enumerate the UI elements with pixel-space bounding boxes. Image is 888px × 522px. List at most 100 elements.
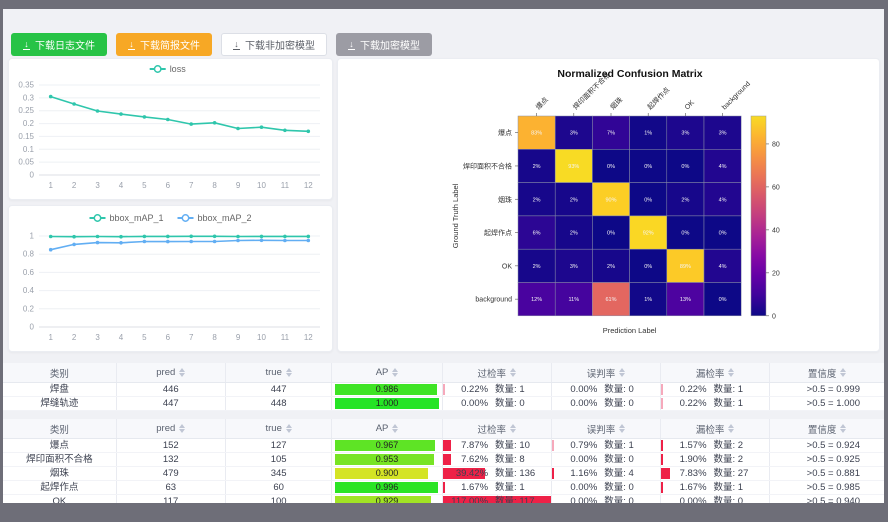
button-label: 下载非加密模型: [245, 41, 315, 52]
matrix-cell: [592, 115, 630, 150]
svg-text:1%: 1%: [644, 297, 652, 303]
header-true[interactable]: true: [226, 419, 333, 438]
sort-icon[interactable]: [619, 424, 626, 433]
ap-bar-wrap: 0.967: [335, 440, 438, 451]
ap-bar-wrap: 0.953: [335, 454, 438, 465]
header-misjudge-rate[interactable]: 误判率: [552, 363, 662, 382]
matrix-cell: [517, 248, 556, 283]
ap-bar: [335, 384, 438, 395]
miss-rate-cell: 7.83% 数量: 27: [661, 467, 771, 480]
table-header-row: 类别 pred true AP 过检率 误判率 漏检率 置信度: [3, 419, 884, 439]
svg-text:40: 40: [772, 227, 780, 234]
matrix-row-label: 焊印面积不合格: [463, 161, 512, 170]
series-line-loss: [50, 95, 309, 133]
sort-icon[interactable]: [509, 424, 516, 433]
svg-text:0.2: 0.2: [23, 304, 35, 313]
matrix-cell: [517, 282, 556, 317]
sort-icon[interactable]: [509, 368, 516, 377]
svg-text:10: 10: [257, 181, 266, 190]
svg-text:61%: 61%: [605, 297, 616, 303]
confidence-cell: >0.5 = 0.924: [806, 440, 860, 451]
pred-cell: 446: [117, 383, 226, 396]
matrix-cell: [666, 149, 705, 183]
legend-item-loss[interactable]: loss: [149, 64, 187, 74]
true-cell: 127: [226, 439, 333, 452]
header-miss-rate[interactable]: 漏检率: [661, 363, 771, 382]
confidence-cell: >0.5 = 0.881: [806, 468, 860, 479]
header-confidence[interactable]: 置信度: [770, 363, 884, 382]
header-ap[interactable]: AP: [332, 419, 443, 438]
rate-value: 0.79%: [570, 440, 598, 451]
rate-count: 数量: 117: [495, 496, 535, 503]
header-misjudge-rate[interactable]: 误判率: [552, 419, 662, 438]
sort-icon[interactable]: [179, 368, 186, 377]
misjudge-rate-bar: [551, 468, 554, 479]
matrix-cell: [592, 182, 630, 217]
svg-text:0: 0: [772, 313, 776, 320]
rate-value: 117.00%: [451, 496, 489, 503]
header-overdetect-rate[interactable]: 过检率: [443, 419, 552, 438]
svg-text:0%: 0%: [681, 231, 689, 237]
download-report-button[interactable]: ↓ 下载简报文件: [116, 33, 212, 56]
legend-item-bbox_mAP_2[interactable]: bbox_mAP_2: [177, 213, 252, 223]
true-cell: 345: [226, 467, 333, 480]
header-ap[interactable]: AP: [332, 363, 443, 382]
rate-value: 0.00%: [570, 482, 598, 493]
download-encrypted-model-button[interactable]: ↓ 下载加密模型: [336, 33, 432, 56]
rate-count: 数量: 1: [495, 482, 525, 493]
sort-icon[interactable]: [392, 424, 399, 433]
ap-bar: [335, 440, 436, 451]
sort-icon[interactable]: [728, 424, 735, 433]
table-row: OK 117 100 0.929 117.00% 数量: 117 0.00% 数量: 0 0.0…: [3, 495, 884, 503]
sort-icon[interactable]: [840, 424, 847, 433]
header-overdetect-rate[interactable]: 过检率: [443, 363, 552, 382]
header-true[interactable]: true: [226, 363, 333, 382]
sort-icon[interactable]: [728, 368, 735, 377]
confidence-cell: >0.5 = 1.000: [806, 398, 860, 409]
download-unencrypted-model-button[interactable]: ↓ 下载非加密模型: [221, 33, 327, 56]
header-confidence[interactable]: 置信度: [770, 419, 884, 438]
rate-value: 0.00%: [461, 398, 489, 409]
matrix-cell: [666, 182, 705, 217]
download-log-button[interactable]: ↓ 下载日志文件: [11, 33, 107, 56]
matrix-cell: [517, 215, 556, 250]
overdetect-rate-cell: 0.22% 数量: 1: [442, 383, 552, 396]
sort-icon[interactable]: [179, 424, 186, 433]
miss-rate-bar: [661, 384, 664, 395]
sort-icon[interactable]: [619, 368, 626, 377]
matrix-cell: [554, 115, 593, 150]
confusion-matrix-title: Normalized Confusion Matrix: [557, 68, 703, 80]
sort-icon[interactable]: [285, 368, 292, 377]
matrix-cell: [629, 282, 668, 317]
sort-icon[interactable]: [285, 424, 292, 433]
table-row: 焊印面积不合格 132 105 0.953 7.62% 数量: 8 0.00% 数量: 0 1.…: [3, 453, 884, 467]
true-cell: 100: [226, 495, 333, 503]
svg-text:0.2: 0.2: [23, 119, 35, 128]
legend-item-bbox_mAP_1[interactable]: bbox_mAP_1: [89, 213, 164, 223]
svg-text:11: 11: [281, 333, 290, 342]
sort-icon[interactable]: [840, 368, 847, 377]
sort-icon[interactable]: [392, 368, 399, 377]
misjudge-rate-cell: 0.00% 数量: 0: [552, 383, 662, 396]
rate-count: 数量: 0: [604, 398, 634, 409]
rate-value: 0.00%: [570, 454, 598, 465]
header-miss-rate[interactable]: 漏检率: [661, 419, 771, 438]
rate-count: 数量: 2: [713, 454, 744, 465]
overdetect-rate-bar: [442, 482, 445, 493]
svg-text:4: 4: [119, 181, 124, 190]
rate-value: 0.22%: [461, 384, 489, 395]
svg-text:93%: 93%: [568, 164, 579, 170]
overdetect-rate-bar: [442, 468, 486, 479]
matrix-row-label: 爆点: [498, 128, 512, 137]
svg-text:0%: 0%: [719, 297, 727, 303]
matrix-cell: [592, 282, 630, 317]
header-label: 置信度: [807, 424, 837, 436]
svg-text:0: 0: [30, 171, 35, 180]
header-pred[interactable]: pred: [117, 419, 226, 438]
ap-value: 0.986: [375, 384, 399, 394]
miss-rate-cell: 0.00% 数量: 0: [661, 495, 771, 503]
download-icon: ↓: [23, 38, 30, 50]
header-pred[interactable]: pred: [117, 363, 226, 382]
rate-count: 数量: 0: [604, 454, 634, 465]
svg-text:1%: 1%: [644, 131, 652, 137]
